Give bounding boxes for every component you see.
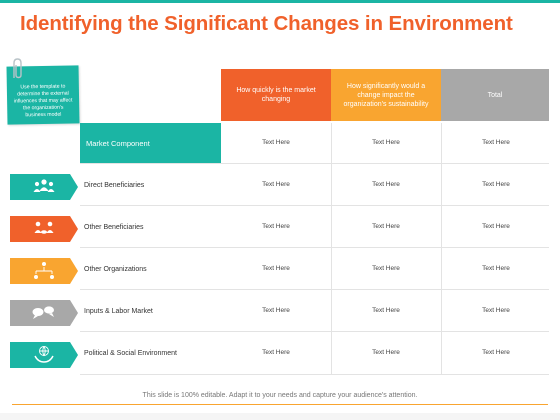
header-market-speed: How quickly is the market changing [221,69,331,121]
org-chart-icon [34,262,54,279]
column-divider [441,123,442,375]
top-accent-bar [0,0,560,3]
row-badge-other-beneficiaries [10,216,78,242]
table-cell: Text Here [482,139,510,146]
row-label: Political & Social Environment [84,350,177,357]
people-group-icon [33,179,55,192]
speech-bubbles-icon [32,306,54,319]
table-cell: Text Here [482,307,510,314]
table-cell: Text Here [372,181,400,188]
table-cell: Text Here [262,139,290,146]
table-cell: Text Here [262,307,290,314]
column-divider [331,123,332,375]
table-cell: Text Here [262,223,290,230]
row-divider [80,331,549,332]
table-cell: Text Here [482,265,510,272]
row-label: Other Organizations [84,266,147,273]
row-badge-political-social [10,342,78,368]
table-cell: Text Here [372,139,400,146]
table-cell: Text Here [482,181,510,188]
paperclip-icon [13,58,22,79]
row-divider [80,374,549,375]
table-cell: Text Here [262,181,290,188]
header-total: Total [441,69,549,121]
header-impact: How significantly would a change impact … [331,69,441,121]
bottom-bar [0,413,560,420]
footer-caption: This slide is 100% editable. Adapt it to… [142,392,418,399]
row-label: Inputs & Labor Market [84,308,153,315]
row-badge-direct-beneficiaries [10,174,78,200]
row-divider [80,289,549,290]
row-divider [80,247,549,248]
table-cell: Text Here [482,223,510,230]
table-cell: Text Here [372,265,400,272]
handshake-people-icon [34,221,54,234]
row-divider [80,163,549,164]
row-badge-inputs-labor [10,300,78,326]
table-cell: Text Here [482,349,510,356]
row-divider [80,205,549,206]
globe-hands-icon [34,346,54,363]
table-cell: Text Here [262,349,290,356]
row-label: Other Beneficiaries [84,224,144,231]
slide-title: Identifying the Significant Changes in E… [20,12,513,35]
market-component-label: Market Component [80,123,221,163]
row-label: Direct Beneficiaries [84,182,145,189]
table-cell: Text Here [372,307,400,314]
table-cell: Text Here [372,223,400,230]
table-cell: Text Here [262,265,290,272]
bottom-divider [12,404,548,405]
table-cell: Text Here [372,349,400,356]
row-badge-other-organizations [10,258,78,284]
